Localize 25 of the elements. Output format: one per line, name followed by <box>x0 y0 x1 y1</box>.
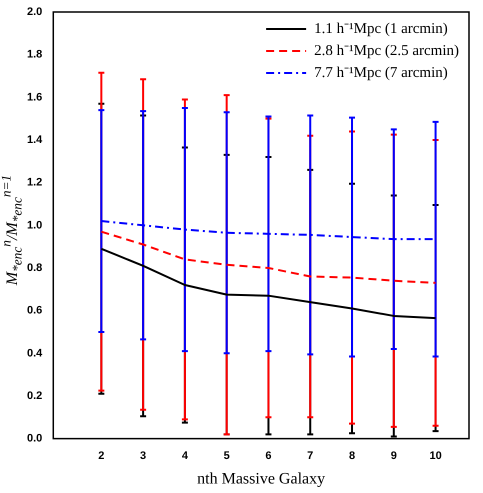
y-tick-label: 1.6 <box>26 91 42 104</box>
y-tick-label: 0.8 <box>26 262 42 274</box>
y-tick-label: 2.0 <box>26 6 42 18</box>
x-tick-label: 7 <box>307 450 314 462</box>
x-tick-label: 4 <box>182 450 189 462</box>
legend-label: 2.8 h⁻¹Mpc (2.5 arcmin) <box>314 42 460 59</box>
y-tick-label: 0.4 <box>26 347 44 360</box>
y-tick-label: 0.2 <box>26 390 42 402</box>
legend-label: 7.7 h⁻¹Mpc (7 arcmin) <box>314 64 448 81</box>
x-tick-label: 9 <box>390 450 397 462</box>
x-axis-title: nth Massive Galaxy <box>197 470 326 488</box>
y-tick-label: 0.6 <box>26 304 42 317</box>
x-tick-label: 10 <box>429 450 442 462</box>
x-tick-label: 3 <box>140 450 146 462</box>
y-tick-label: 1.4 <box>26 134 44 146</box>
y-tick-label: 0.0 <box>26 432 42 445</box>
line-series <box>100 230 437 284</box>
y-tick-label: 1.2 <box>26 176 42 189</box>
x-tick-label: 6 <box>265 450 272 462</box>
x-tick-label: 5 <box>224 450 230 462</box>
legend-label: 1.1 h⁻¹Mpc (1 arcmin) <box>314 20 448 37</box>
y-tick-label: 1.8 <box>26 48 42 61</box>
y-tick-label: 1.0 <box>26 219 42 232</box>
x-tick-label: 8 <box>348 450 356 462</box>
x-tick-label: 2 <box>98 450 104 462</box>
